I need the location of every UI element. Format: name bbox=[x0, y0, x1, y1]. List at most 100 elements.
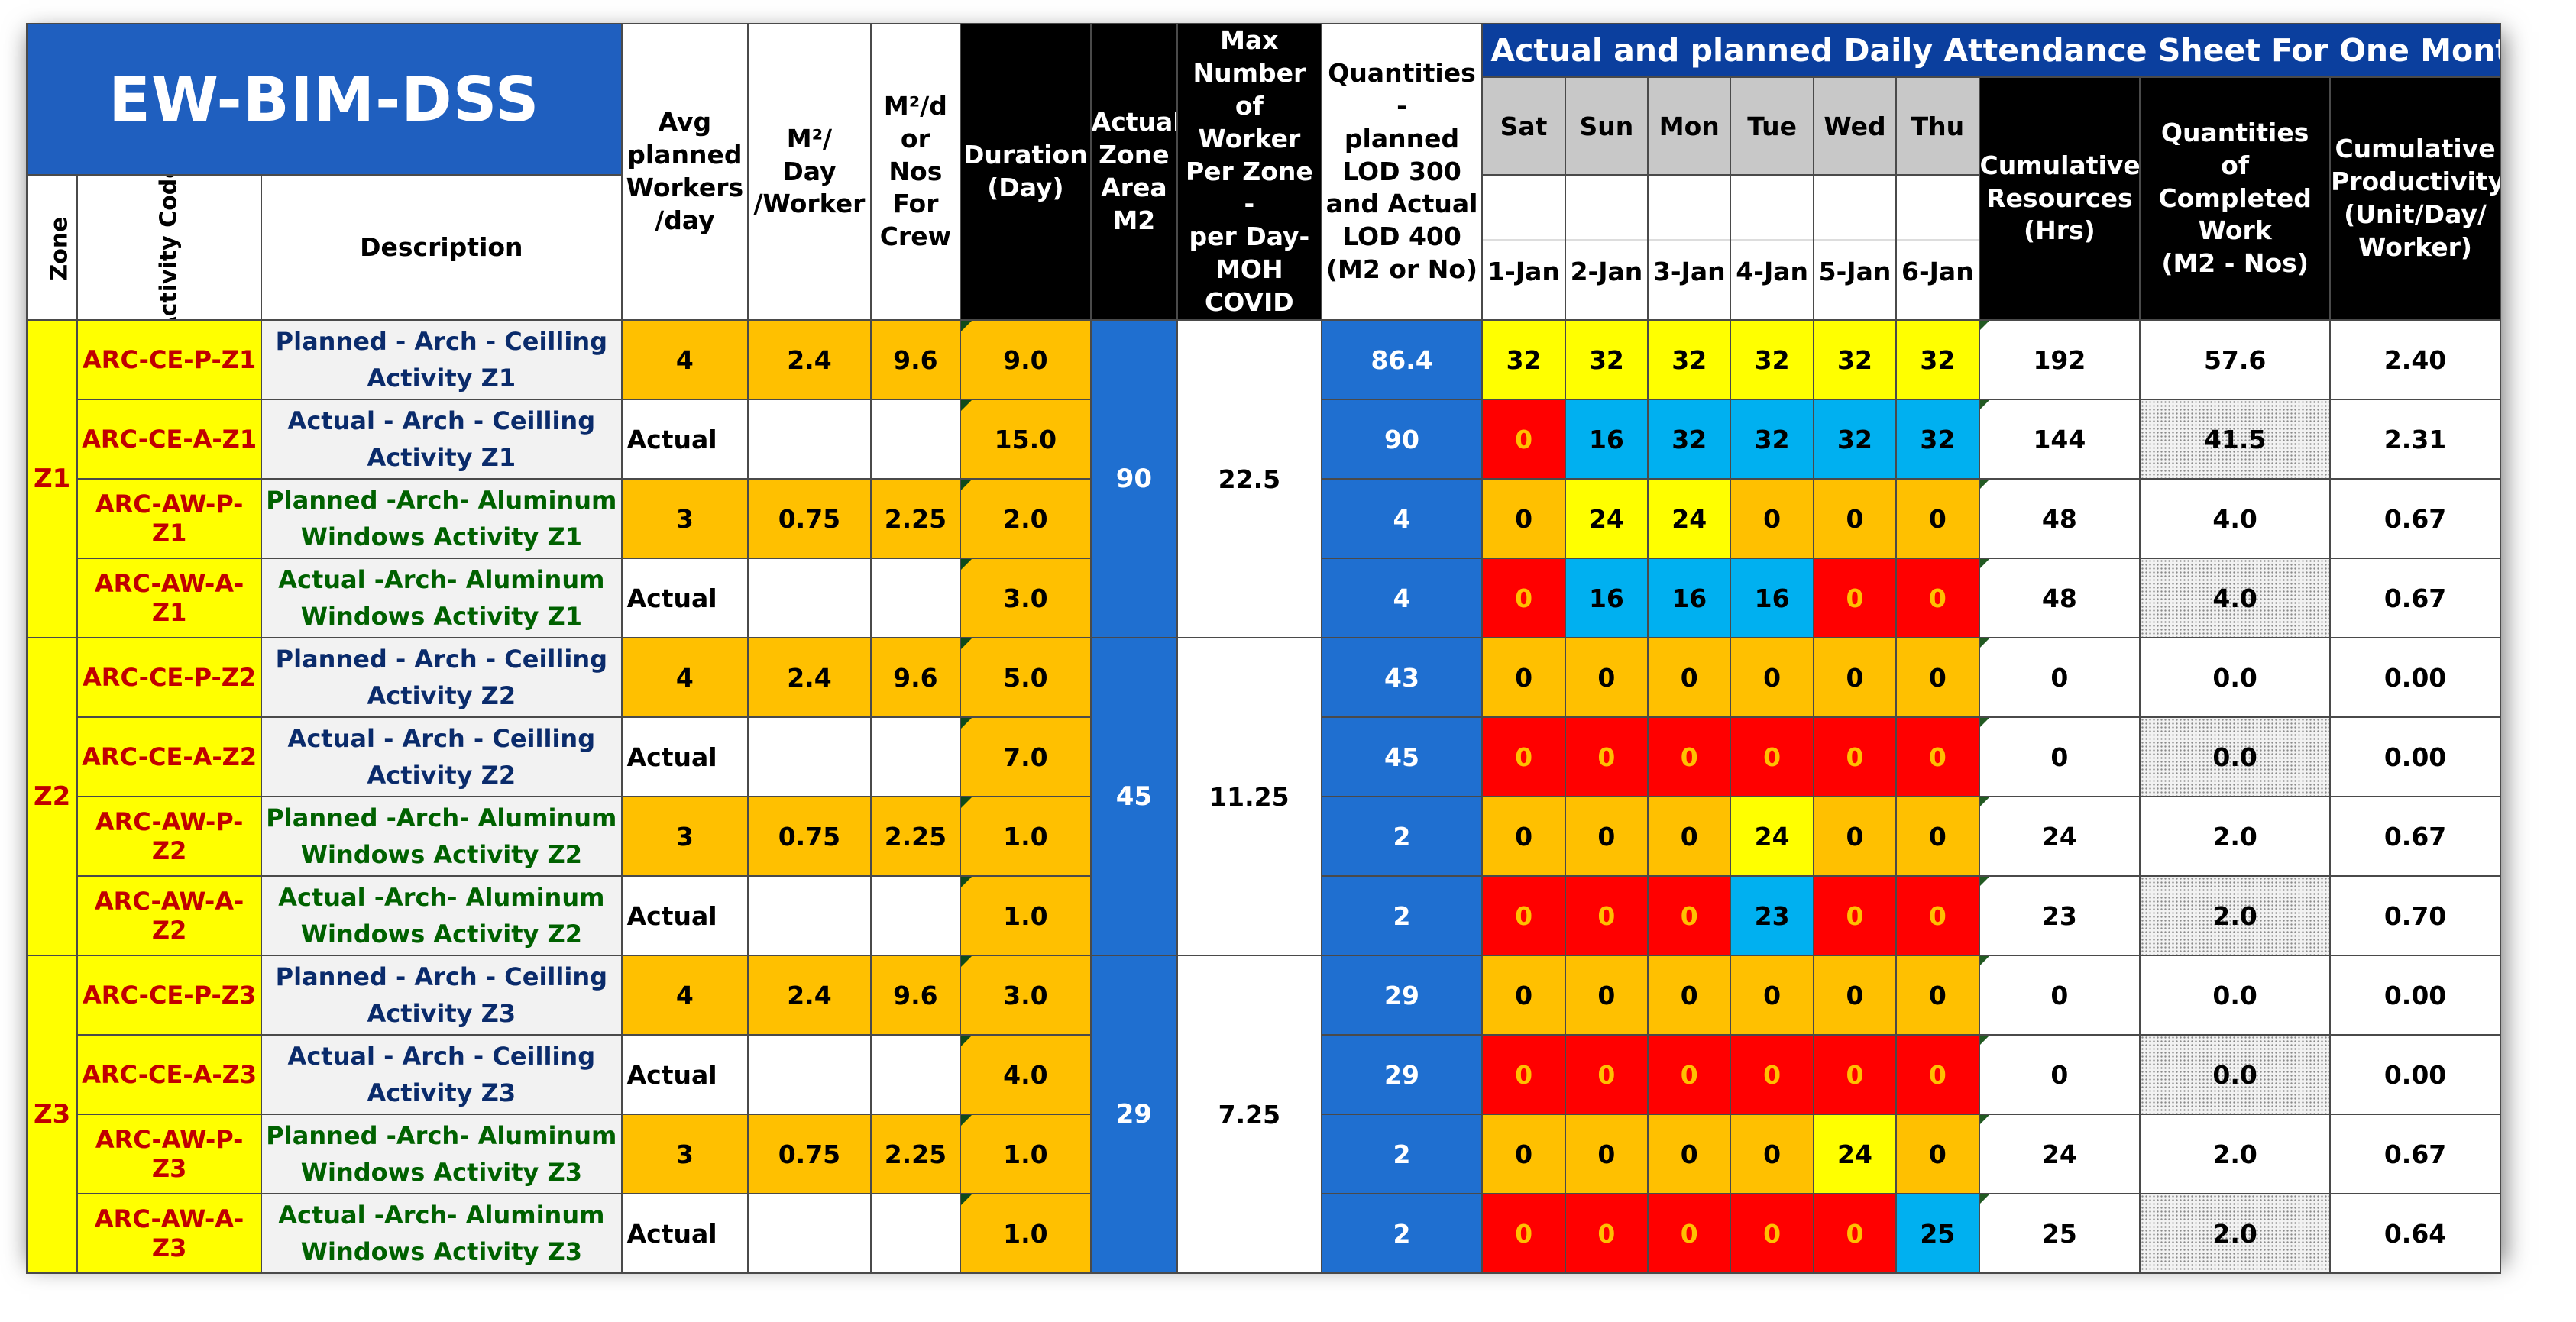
day-value-cell[interactable]: 0 bbox=[1812, 796, 1898, 878]
avg-workers-cell[interactable]: 4 bbox=[620, 955, 749, 1036]
quantity-cell[interactable]: 29 bbox=[1320, 1034, 1484, 1116]
cumulative-resources-cell[interactable]: 0 bbox=[1978, 637, 2141, 719]
day-value-cell[interactable]: 0 bbox=[1564, 875, 1649, 957]
activity-code-cell[interactable]: ARC-CE-A-Z3 bbox=[76, 1034, 263, 1116]
productivity-cell[interactable]: 0.67 bbox=[2329, 478, 2501, 560]
completed-quantity-cell[interactable]: 0.0 bbox=[2139, 1034, 2332, 1116]
avg-workers-cell[interactable]: 4 bbox=[620, 637, 749, 719]
day-input-blank[interactable] bbox=[1566, 201, 1647, 241]
day-input-blank[interactable] bbox=[1898, 201, 1978, 241]
activity-code-cell[interactable]: ARC-AW-A-Z1 bbox=[76, 558, 263, 639]
completed-quantity-cell[interactable]: 2.0 bbox=[2139, 1114, 2332, 1195]
day-value-cell[interactable]: 0 bbox=[1730, 955, 1814, 1036]
productivity-cell[interactable]: 2.31 bbox=[2329, 399, 2501, 480]
activity-code-cell[interactable]: ARC-AW-P-Z2 bbox=[76, 796, 263, 878]
completed-quantity-cell[interactable]: 4.0 bbox=[2139, 558, 2332, 639]
day-value-cell[interactable]: 32 bbox=[1481, 319, 1566, 401]
m2-day-worker-cell[interactable]: 2.4 bbox=[747, 637, 872, 719]
day-value-cell[interactable]: 0 bbox=[1895, 1034, 1980, 1116]
productivity-cell[interactable]: 0.67 bbox=[2329, 796, 2501, 878]
quantity-cell[interactable]: 2 bbox=[1320, 796, 1484, 878]
day-value-cell[interactable]: 0 bbox=[1730, 1034, 1814, 1116]
day-value-cell[interactable]: 0 bbox=[1895, 955, 1980, 1036]
quantity-cell[interactable]: 90 bbox=[1320, 399, 1484, 480]
quantity-cell[interactable]: 2 bbox=[1320, 1114, 1484, 1195]
activity-code-cell[interactable]: ARC-CE-A-Z1 bbox=[76, 399, 263, 480]
completed-quantity-cell[interactable]: 57.6 bbox=[2139, 319, 2332, 401]
day-value-cell[interactable]: 32 bbox=[1564, 319, 1649, 401]
day-value-cell[interactable]: 0 bbox=[1812, 558, 1898, 639]
activity-code-cell[interactable]: ARC-CE-A-Z2 bbox=[76, 716, 263, 798]
day-value-cell[interactable]: 0 bbox=[1812, 716, 1898, 798]
m2-day-worker-cell[interactable] bbox=[747, 558, 872, 639]
day-value-cell[interactable]: 16 bbox=[1647, 558, 1732, 639]
day-value-cell[interactable]: 0 bbox=[1895, 716, 1980, 798]
cumulative-resources-cell[interactable]: 0 bbox=[1978, 1034, 2141, 1116]
productivity-cell[interactable]: 0.67 bbox=[2329, 1114, 2501, 1195]
activity-code-cell[interactable]: ARC-CE-P-Z1 bbox=[76, 319, 263, 401]
description-cell[interactable]: Actual -Arch- Aluminum Windows Activity Z… bbox=[261, 558, 623, 639]
m2-crew-cell[interactable]: 2.25 bbox=[869, 796, 962, 878]
productivity-cell[interactable]: 0.70 bbox=[2329, 875, 2501, 957]
productivity-cell[interactable]: 0.00 bbox=[2329, 716, 2501, 798]
m2-day-worker-cell[interactable]: 0.75 bbox=[747, 478, 872, 560]
avg-workers-cell[interactable]: Actual bbox=[620, 1193, 749, 1275]
day-value-cell[interactable]: 24 bbox=[1730, 796, 1814, 878]
completed-quantity-cell[interactable]: 0.0 bbox=[2139, 955, 2332, 1036]
day-value-cell[interactable]: 0 bbox=[1895, 637, 1980, 719]
zone-cell[interactable]: Z3 bbox=[25, 955, 79, 1275]
day-input-blank[interactable] bbox=[1484, 201, 1564, 241]
duration-cell[interactable]: 7.0 bbox=[960, 716, 1092, 798]
day-input-blank[interactable] bbox=[1814, 201, 1895, 241]
avg-workers-cell[interactable]: Actual bbox=[620, 558, 749, 639]
day-value-cell[interactable]: 0 bbox=[1812, 955, 1898, 1036]
completed-quantity-cell[interactable]: 2.0 bbox=[2139, 1193, 2332, 1275]
cumulative-resources-cell[interactable]: 192 bbox=[1978, 319, 2141, 401]
activity-code-cell[interactable]: ARC-CE-P-Z2 bbox=[76, 637, 263, 719]
m2-crew-cell[interactable] bbox=[869, 1193, 962, 1275]
avg-workers-cell[interactable]: Actual bbox=[620, 875, 749, 957]
day-input-blank[interactable] bbox=[1732, 201, 1812, 241]
duration-cell[interactable]: 3.0 bbox=[960, 558, 1092, 639]
duration-cell[interactable]: 1.0 bbox=[960, 796, 1092, 878]
m2-crew-cell[interactable] bbox=[869, 1034, 962, 1116]
day-value-cell[interactable]: 25 bbox=[1895, 1193, 1980, 1275]
avg-workers-cell[interactable]: Actual bbox=[620, 1034, 749, 1116]
day-value-cell[interactable]: 32 bbox=[1895, 319, 1980, 401]
day-value-cell[interactable]: 16 bbox=[1564, 399, 1649, 480]
day-value-cell[interactable]: 0 bbox=[1564, 1114, 1649, 1195]
cumulative-resources-cell[interactable]: 144 bbox=[1978, 399, 2141, 480]
cumulative-resources-cell[interactable]: 25 bbox=[1978, 1193, 2141, 1275]
day-value-cell[interactable]: 0 bbox=[1564, 637, 1649, 719]
m2-day-worker-cell[interactable]: 0.75 bbox=[747, 796, 872, 878]
description-cell[interactable]: Planned -Arch- Aluminum Windows Activity … bbox=[261, 1114, 623, 1195]
avg-workers-cell[interactable]: Actual bbox=[620, 399, 749, 480]
quantity-cell[interactable]: 4 bbox=[1320, 478, 1484, 560]
completed-quantity-cell[interactable]: 2.0 bbox=[2139, 796, 2332, 878]
m2-day-worker-cell[interactable] bbox=[747, 1193, 872, 1275]
m2-day-worker-cell[interactable] bbox=[747, 875, 872, 957]
day-value-cell[interactable]: 0 bbox=[1564, 1034, 1649, 1116]
m2-crew-cell[interactable]: 2.25 bbox=[869, 478, 962, 560]
quantity-cell[interactable]: 2 bbox=[1320, 1193, 1484, 1275]
day-value-cell[interactable]: 0 bbox=[1481, 716, 1566, 798]
duration-cell[interactable]: 2.0 bbox=[960, 478, 1092, 560]
day-value-cell[interactable]: 0 bbox=[1730, 637, 1814, 719]
day-value-cell[interactable]: 0 bbox=[1895, 1114, 1980, 1195]
duration-cell[interactable]: 15.0 bbox=[960, 399, 1092, 480]
m2-day-worker-cell[interactable]: 2.4 bbox=[747, 319, 872, 401]
cumulative-resources-cell[interactable]: 23 bbox=[1978, 875, 2141, 957]
day-value-cell[interactable]: 0 bbox=[1481, 1114, 1566, 1195]
day-value-cell[interactable]: 0 bbox=[1647, 637, 1732, 719]
productivity-cell[interactable]: 0.00 bbox=[2329, 1034, 2501, 1116]
avg-workers-cell[interactable]: Actual bbox=[620, 716, 749, 798]
productivity-cell[interactable]: 0.67 bbox=[2329, 558, 2501, 639]
day-value-cell[interactable]: 0 bbox=[1647, 796, 1732, 878]
m2-crew-cell[interactable]: 9.6 bbox=[869, 319, 962, 401]
m2-crew-cell[interactable]: 9.6 bbox=[869, 637, 962, 719]
m2-crew-cell[interactable] bbox=[869, 399, 962, 480]
completed-quantity-cell[interactable]: 4.0 bbox=[2139, 478, 2332, 560]
activity-code-cell[interactable]: ARC-AW-A-Z3 bbox=[76, 1193, 263, 1275]
day-value-cell[interactable]: 0 bbox=[1895, 478, 1980, 560]
duration-cell[interactable]: 1.0 bbox=[960, 1114, 1092, 1195]
